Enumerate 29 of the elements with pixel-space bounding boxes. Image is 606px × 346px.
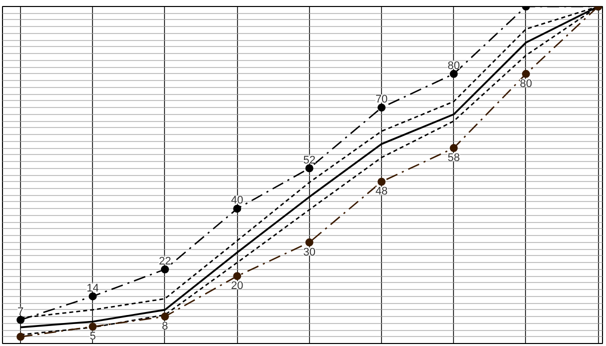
point (160, 312, 169, 321)
data-label: 52 (303, 154, 316, 166)
point (16, 332, 25, 341)
data-label: 70 (375, 94, 388, 106)
data-label: 80 (520, 78, 532, 90)
point (16, 316, 25, 324)
point (450, 144, 458, 152)
point (378, 178, 386, 186)
data-label: 48 (375, 186, 388, 198)
point (88, 292, 97, 300)
data-label: 5 (90, 330, 96, 343)
point (233, 272, 242, 280)
point (305, 164, 314, 172)
point (88, 322, 97, 331)
point (233, 204, 242, 213)
data-label: 22 (158, 255, 172, 268)
point (450, 70, 458, 78)
data-label: 80 (448, 60, 460, 72)
point (378, 104, 386, 112)
data-label: 30 (303, 246, 316, 258)
point (160, 265, 169, 274)
point (522, 70, 530, 78)
data-label: 7 (17, 306, 24, 318)
point (305, 238, 314, 246)
data-label: 14 (86, 282, 99, 294)
data-label: 8 (162, 320, 168, 333)
data-label: 20 (231, 280, 244, 292)
data-label: 40 (231, 194, 244, 207)
data-label: 58 (448, 152, 460, 164)
